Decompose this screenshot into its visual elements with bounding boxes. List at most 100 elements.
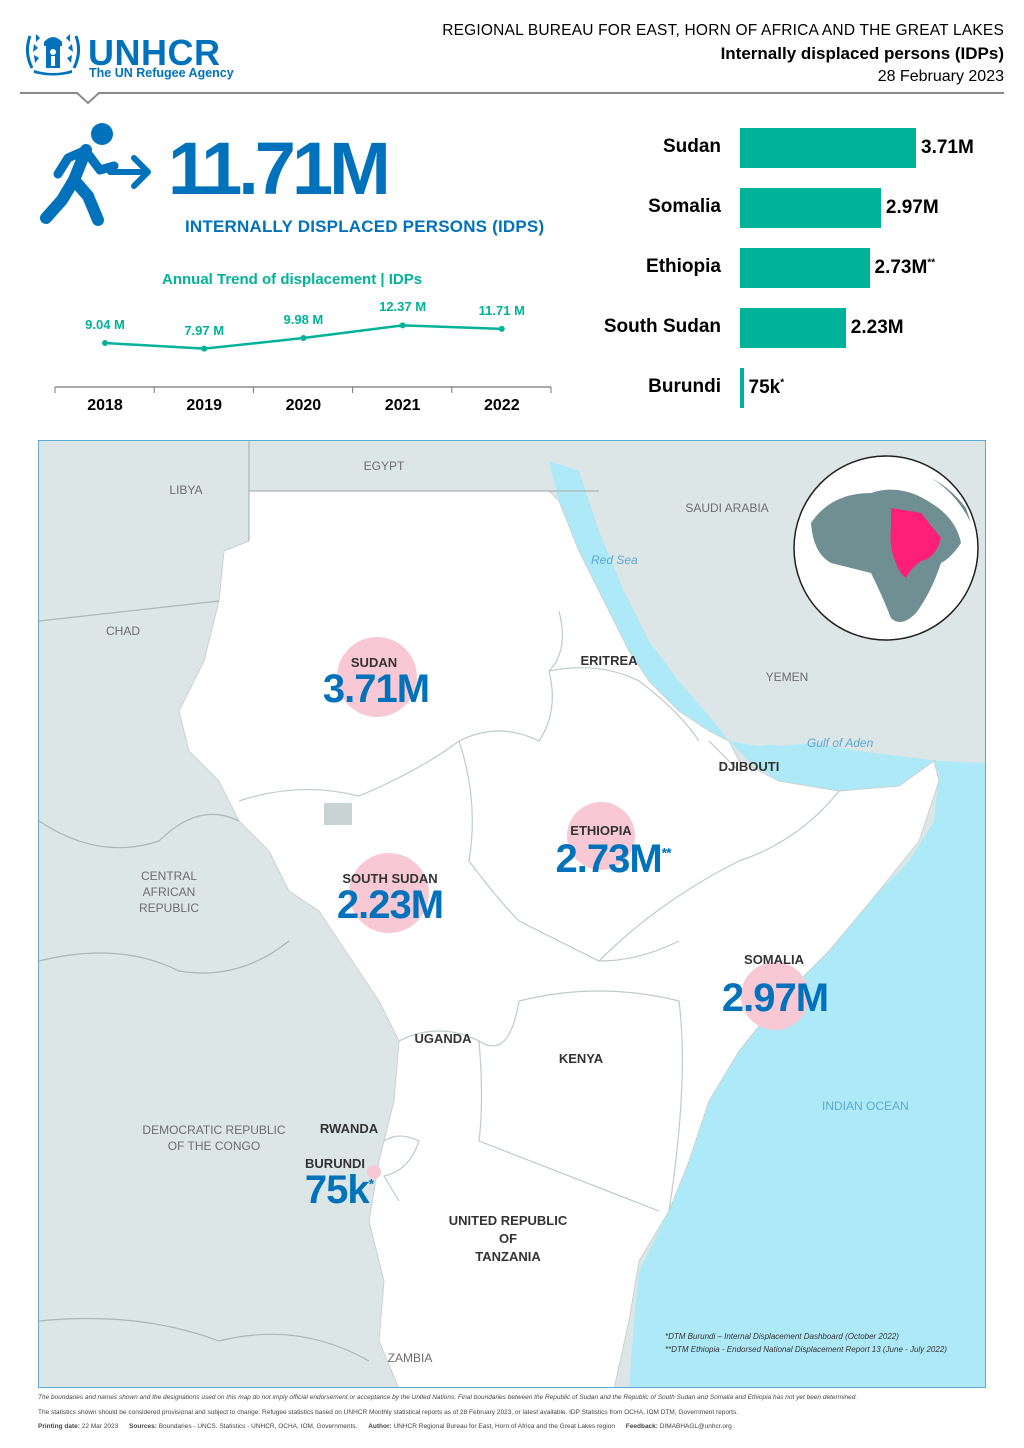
report-date: 28 February 2023 <box>877 68 1004 85</box>
bar-value-label: 2.23M <box>850 317 904 338</box>
bureau-title: REGIONAL BUREAU FOR EAST, HORN OF AFRICA… <box>442 22 1004 39</box>
trend-year-label: 2019 <box>186 397 222 414</box>
trend-point <box>498 325 505 332</box>
label-uganda: UGANDA <box>414 1031 472 1046</box>
south-sudan-value: 2.23M <box>336 883 444 928</box>
ethiopia-bubble <box>567 802 635 870</box>
trend-value-label: 7.97 M <box>184 322 225 338</box>
label-red-sea: Red Sea <box>591 553 638 567</box>
report-title: Internally displaced persons (IDPs) <box>720 44 1004 63</box>
bar-mark <box>740 368 744 408</box>
trend-point <box>201 345 208 352</box>
sudan-bubble <box>337 637 417 717</box>
south-sudan-value-text: 2.23M <box>336 883 444 927</box>
label-yemen: YEMEN <box>765 670 809 684</box>
bar-value-label: 2.73M** <box>874 257 936 278</box>
label-tanzania-line1: UNITED REPUBLIC <box>448 1213 568 1228</box>
trend-line-chart <box>54 322 552 393</box>
label-car: CENTRAL AFRICAN REPUBLIC <box>119 868 219 916</box>
label-rwanda: RWANDA <box>319 1121 379 1136</box>
total-idps-value: 11.71M <box>168 127 391 210</box>
africa-locator-globe <box>793 455 979 641</box>
somalia-value-text: 2.97M <box>721 976 829 1020</box>
label-gulf-of-aden: Gulf of Aden <box>807 736 874 750</box>
bar-mark <box>740 128 916 168</box>
somalia-bubble <box>741 962 809 1030</box>
trend-year-label: 2022 <box>484 397 520 414</box>
ethiopia-value-mark: ** <box>661 844 672 861</box>
trend-point <box>300 335 307 342</box>
somalia-value: 2.97M <box>721 976 829 1021</box>
logo-name: UNHCR <box>88 32 221 73</box>
footer-stats-note: The statistics shown should be considere… <box>38 1409 739 1416</box>
regional-map: EGYPT LIBYA CHAD SAUDI ARABIA YEMEN ERIT… <box>38 440 986 1388</box>
abyei-area <box>324 803 352 825</box>
map-notes: *DTM Burundi – Internal Displacement Das… <box>665 1330 947 1356</box>
ethiopia-name: ETHIOPIA <box>570 823 632 838</box>
note-burundi: *DTM Burundi – Internal Displacement Das… <box>665 1332 899 1341</box>
trend-value-label: 9.04 M <box>85 317 125 332</box>
label-egypt: EGYPT <box>363 459 405 473</box>
bar-value-label: 3.71M <box>921 137 974 158</box>
sudan-value-text: 3.71M <box>322 667 430 711</box>
label-drc-line2: OF THE CONGO <box>167 1139 261 1153</box>
trend-year-label: 2020 <box>285 397 322 414</box>
bar-category-label: Somalia <box>648 196 721 217</box>
trend-year-label: 2021 <box>384 397 421 414</box>
sudan-value: 3.71M <box>322 667 430 712</box>
header-pointer-icon <box>76 92 100 104</box>
bar-value-label: 75k* <box>748 377 785 398</box>
trend-year-label: 2018 <box>87 397 123 414</box>
sources-value: Boundaries - UNCS. Statistics - UNHCR, O… <box>158 1423 358 1430</box>
label-tanzania-line2: OF <box>498 1231 518 1246</box>
bar-category-label: Burundi <box>648 376 721 397</box>
burundi-value-mark: * <box>368 1175 375 1192</box>
displaced-person-icon <box>40 123 151 226</box>
label-kenya: KENYA <box>558 1051 604 1066</box>
map-base <box>39 441 985 1387</box>
trend-point <box>399 322 406 329</box>
footer-disclaimer: The boundaries and names shown and the d… <box>38 1394 858 1401</box>
label-zambia: ZAMBIA <box>387 1351 433 1365</box>
unhcr-emblem-icon <box>25 34 81 76</box>
sources-label: Sources: <box>129 1423 157 1430</box>
total-idps-label: INTERNALLY DISPLACED PERSONS (IDPS) <box>185 217 545 236</box>
label-tanzania-line3: TANZANIA <box>475 1249 541 1264</box>
label-tanzania: UNITED REPUBLIC OF TANZANIA <box>428 1212 588 1266</box>
bar-mark <box>740 248 870 288</box>
south-sudan-name: SOUTH SUDAN <box>342 871 438 886</box>
burundi-value-text: 75k <box>304 1168 370 1212</box>
ethiopia-value-text: 2.73M <box>555 837 662 881</box>
feedback-value: DIMABHAGL@unhcr.org <box>659 1423 732 1430</box>
red-sea <box>549 461 985 1387</box>
trend-point <box>102 340 108 346</box>
note-ethiopia: **DTM Ethiopia - Endorsed National Displ… <box>665 1345 947 1354</box>
south-sudan-bubble <box>349 853 429 933</box>
label-car-line1: CENTRAL <box>140 869 197 883</box>
header-divider <box>20 92 1004 94</box>
printing-label: Printing date: <box>38 1423 80 1430</box>
trend-value-label: 12.37 M <box>379 299 427 315</box>
trend-value-label: 11.71 M <box>478 302 525 318</box>
burundi-bubble <box>367 1165 381 1179</box>
label-eritrea: ERITREA <box>580 653 638 668</box>
label-libya: LIBYA <box>169 483 203 497</box>
label-car-line2: AFRICAN <box>142 885 196 899</box>
feedback-label: Feedback: <box>625 1423 658 1430</box>
label-indian-ocean: INDIAN OCEAN <box>822 1099 909 1113</box>
label-drc-line1: DEMOCRATIC REPUBLIC <box>142 1123 286 1137</box>
printing-value: 22 Mar 2023 <box>81 1423 119 1430</box>
author-label: Author: <box>368 1423 392 1430</box>
label-djibouti: DJIBOUTI <box>718 759 780 774</box>
bar-category-label: Sudan <box>662 136 721 157</box>
sudan-name: SUDAN <box>350 655 398 670</box>
burundi-value: 75k* <box>304 1168 375 1213</box>
label-drc: DEMOCRATIC REPUBLIC OF THE CONGO <box>129 1122 299 1154</box>
bar-mark <box>740 308 846 348</box>
burundi-name: BURUNDI <box>305 1156 365 1171</box>
ethiopia-value: 2.73M** <box>555 837 672 882</box>
trend-title: Annual Trend of displacement | IDPs <box>162 271 423 288</box>
bar-category-label: South Sudan <box>603 316 721 337</box>
label-car-line3: REPUBLIC <box>138 901 200 915</box>
bar-category-label: Ethiopia <box>646 256 721 277</box>
